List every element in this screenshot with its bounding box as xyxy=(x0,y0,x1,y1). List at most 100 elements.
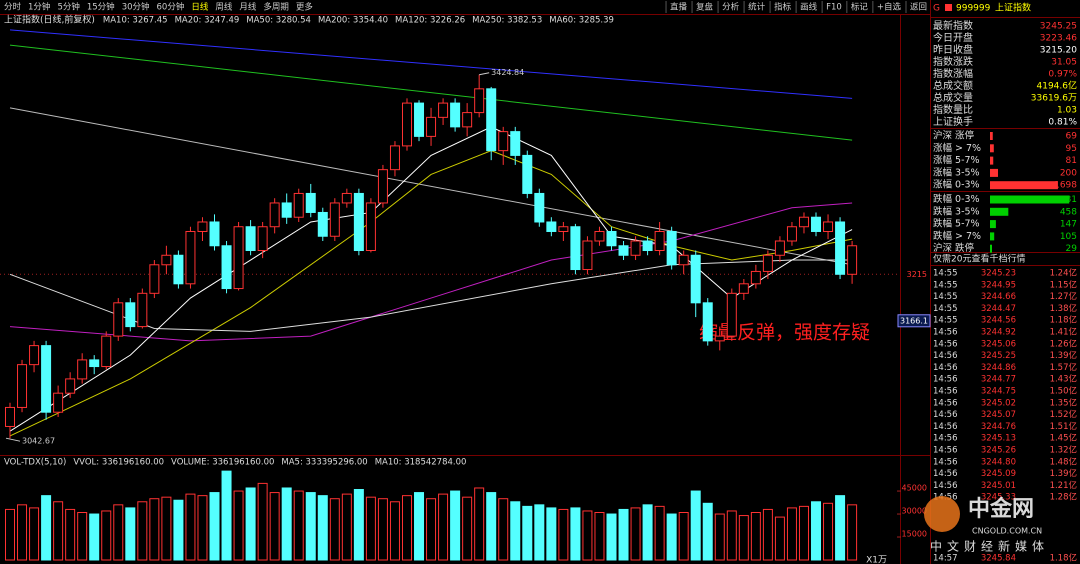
watermark-site: CNGOLD.COM.CN xyxy=(972,527,1042,536)
candle-body xyxy=(474,88,485,114)
toolbar-tab[interactable]: 周线 xyxy=(215,2,233,13)
tick-price: 3244.86 xyxy=(981,363,1016,373)
candle-body xyxy=(341,192,352,204)
candle-body xyxy=(606,230,617,247)
candle-body xyxy=(642,240,653,252)
quote-label: 最新指数 xyxy=(933,19,973,32)
toolbar-button[interactable]: 分析 xyxy=(722,2,740,13)
volume-bar xyxy=(341,493,352,561)
quote-value: 3215.20 xyxy=(1040,46,1077,56)
breadth-value: 105 xyxy=(1060,232,1077,242)
code: 999999 xyxy=(956,4,991,14)
volume-bar xyxy=(209,492,220,561)
tick-price: 3244.80 xyxy=(981,457,1016,467)
tick-price: 3244.47 xyxy=(981,304,1016,314)
cursor-price: 3166.1 xyxy=(900,316,928,325)
toolbar-button[interactable]: 直播 xyxy=(670,2,688,13)
candle-body xyxy=(293,192,304,218)
tick-volume: 1.15亿 xyxy=(1050,279,1077,290)
volume-bar xyxy=(762,508,773,561)
tick-price: 3244.77 xyxy=(981,375,1016,385)
toolbar-button[interactable]: +自选 xyxy=(877,2,902,13)
breadth-value: 200 xyxy=(1060,168,1077,178)
volume-bar xyxy=(726,510,737,561)
volume-bar xyxy=(462,496,473,561)
toolbar-tab[interactable]: 5分钟 xyxy=(57,2,79,13)
volume-bar xyxy=(161,496,172,561)
tick-price: 3244.75 xyxy=(981,387,1016,397)
toolbar-tab[interactable]: 60分钟 xyxy=(157,2,185,13)
volume-bar xyxy=(738,515,749,561)
volume-bar xyxy=(245,487,256,561)
toolbar-button[interactable]: 指标 xyxy=(774,2,792,13)
candle-body xyxy=(438,102,449,118)
volume-legend: VOLUME: 336196160.00 xyxy=(171,458,274,468)
toolbar-tab[interactable]: 日线 xyxy=(191,2,209,13)
breadth-value: 1698 xyxy=(1054,181,1077,191)
tick-volume: 1.27亿 xyxy=(1050,291,1077,302)
candle-body xyxy=(450,102,461,128)
breadth-value: 69 xyxy=(1066,132,1078,142)
toolbar-tab[interactable]: 分时 xyxy=(4,2,22,13)
toolbar-tab[interactable]: 30分钟 xyxy=(122,2,150,13)
toolbar-tab[interactable]: 更多 xyxy=(296,2,314,13)
candle-body xyxy=(522,154,533,194)
toolbar-tab[interactable]: 月线 xyxy=(239,2,257,13)
tick-price: 3245.84 xyxy=(981,554,1016,564)
breadth-label: 跌幅 > 7% xyxy=(933,230,981,242)
tick-volume: 1.45亿 xyxy=(1050,433,1077,444)
candle-body xyxy=(811,216,822,232)
candle-body xyxy=(65,378,76,394)
tick-volume: 1.57亿 xyxy=(1050,362,1077,373)
tick-price: 3245.06 xyxy=(981,339,1016,349)
candle-body xyxy=(618,245,629,256)
volume-bar xyxy=(149,498,160,561)
volume-bar xyxy=(678,512,689,561)
toolbar-tab[interactable]: 15分钟 xyxy=(87,2,115,13)
badge: G xyxy=(933,4,940,14)
candle-body xyxy=(558,226,569,232)
breadth-label: 沪深 跌停 xyxy=(933,242,975,254)
ma-legend: MA50: 3280.54 xyxy=(246,16,311,26)
volume-bar xyxy=(847,504,858,561)
tick-volume: 1.50亿 xyxy=(1050,386,1077,397)
tick-price: 3244.92 xyxy=(981,328,1016,338)
breadth-label: 跌幅 5-7% xyxy=(933,218,980,230)
breadth-bar xyxy=(990,207,1009,216)
toolbar-tab[interactable]: 多周期 xyxy=(263,2,289,13)
tick-price: 3244.66 xyxy=(981,292,1016,302)
candle-body xyxy=(377,169,388,204)
breadth-bar xyxy=(990,181,1058,190)
ma-legend: MA250: 3382.53 xyxy=(472,16,542,26)
volume-tick-label: 15000 xyxy=(902,530,927,539)
volume-bar xyxy=(221,470,232,561)
candle-body xyxy=(702,302,713,342)
toolbar-button[interactable]: F10 xyxy=(826,3,842,13)
toolbar-button[interactable]: 复盘 xyxy=(696,2,714,13)
candle-body xyxy=(654,230,665,252)
quote-label: 指数涨幅 xyxy=(933,67,973,80)
candle-body xyxy=(233,226,244,290)
candle-body xyxy=(77,359,88,380)
volume-bar xyxy=(486,492,497,561)
low-pointer xyxy=(5,437,21,442)
candle-body xyxy=(847,245,858,275)
toolbar-button[interactable]: 画线 xyxy=(800,2,818,13)
candle-body xyxy=(774,240,785,256)
toolbar-button[interactable]: 标记 xyxy=(851,2,869,13)
volume-bar xyxy=(666,513,677,561)
candle-body xyxy=(594,230,605,242)
volume-bar xyxy=(558,508,569,561)
volume-bar xyxy=(522,505,533,561)
toolbar-button[interactable]: 返回 xyxy=(910,2,927,13)
toolbar-tab[interactable]: 1分钟 xyxy=(28,2,50,13)
breadth-bar xyxy=(990,244,992,253)
toolbar-button[interactable]: 统计 xyxy=(748,2,766,13)
volume-bar xyxy=(798,505,809,561)
candle-body xyxy=(53,392,64,413)
ma-legend: MA200: 3354.40 xyxy=(318,16,388,26)
volume-bar xyxy=(534,504,545,561)
breadth-label: 跌幅 0-3% xyxy=(933,193,980,205)
tick-volume: 1.32亿 xyxy=(1050,445,1077,456)
volume-bar xyxy=(474,487,485,561)
